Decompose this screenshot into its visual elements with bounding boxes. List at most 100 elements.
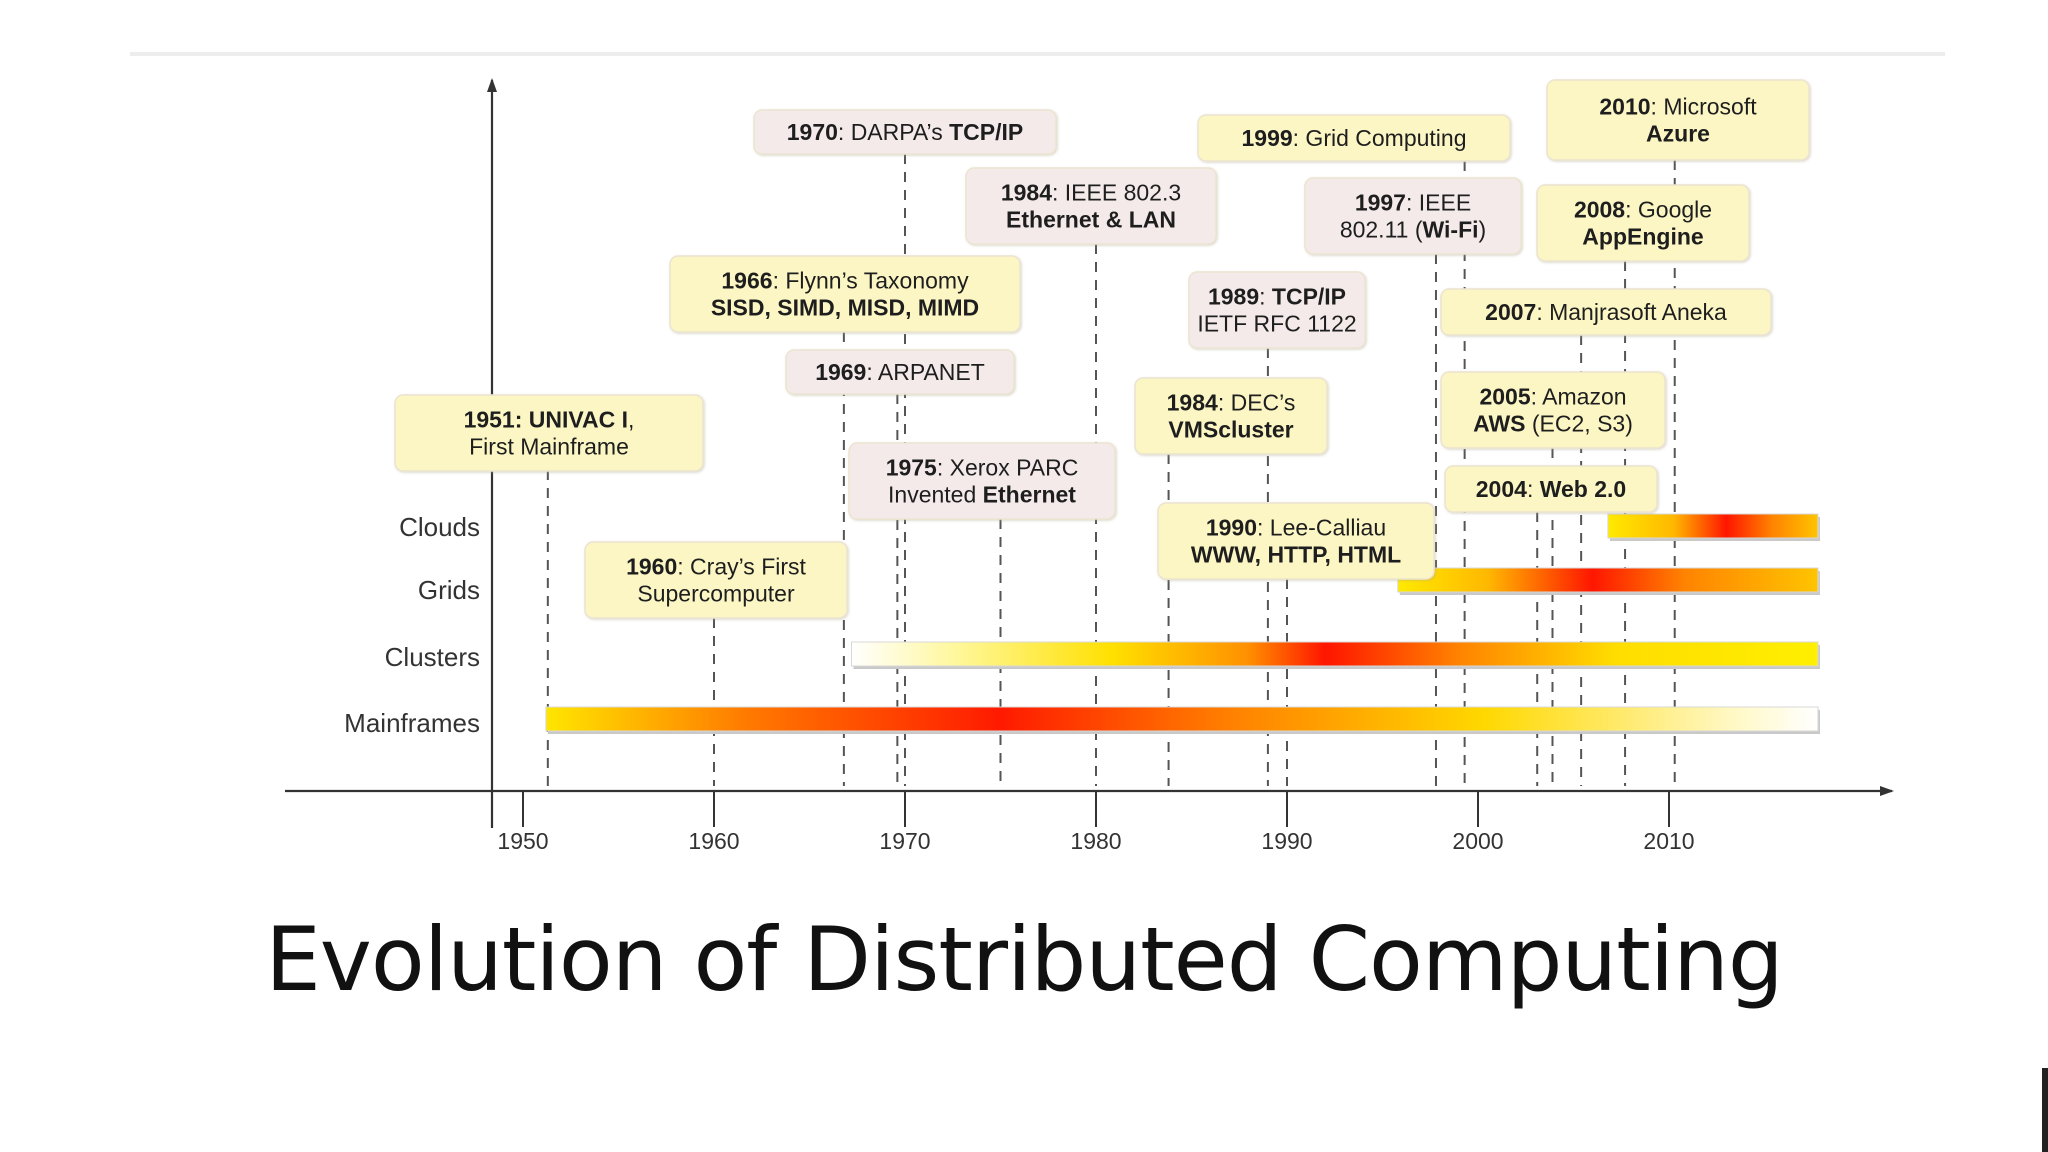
tick-label: 1990 [1261, 828, 1312, 854]
event-text-segment: Ethernet [983, 482, 1077, 508]
slide-title: Evolution of Distributed Computing [265, 908, 1784, 1011]
event-text-segment: : Google [1625, 197, 1712, 223]
event-text-segment: 1984 [1001, 180, 1052, 206]
event-text: 1970: DARPA’s TCP/IP [787, 119, 1024, 145]
tick-label: 1970 [879, 828, 930, 854]
event-text-segment: IETF RFC 1122 [1197, 311, 1356, 337]
event-box: 1999: Grid Computing [1197, 114, 1511, 162]
event-box-bg [584, 541, 848, 619]
event-text: First Mainframe [469, 434, 629, 460]
row-bar-mainframes [545, 706, 1819, 732]
event-text-segment: : IEEE 802.3 [1052, 180, 1181, 206]
event-text-segment: AWS [1473, 411, 1525, 437]
event-text: 802.11 (Wi-Fi) [1340, 217, 1486, 243]
row-label: Grids [418, 575, 480, 605]
row-bar-clusters [851, 641, 1819, 667]
event-text-segment: : [1259, 284, 1272, 310]
event-text-segment: 1951: [464, 407, 529, 433]
event-text-segment: ) [1479, 217, 1487, 243]
event-text: 1969: ARPANET [815, 359, 985, 385]
event-box-bg [1444, 465, 1658, 513]
event-text-segment: UNIVAC I [529, 407, 628, 433]
tick-label: 2000 [1452, 828, 1503, 854]
event-text: 1984: DEC’s [1167, 390, 1296, 416]
event-text-segment: TCP/IP [949, 119, 1023, 145]
timeline-diagram: 1950 1960 1970 1980 1990 2000 2010 Clouds Grids… [285, 78, 1894, 854]
event-text-segment: SISD, SIMD, MISD, MIMD [711, 295, 979, 321]
event-text-segment: 1997 [1355, 190, 1406, 216]
event-box-bg [965, 167, 1217, 245]
event-text-segment: : Xerox PARC [937, 455, 1078, 481]
event-text-segment: : IEEE [1406, 190, 1471, 216]
tick-label: 2010 [1643, 828, 1694, 854]
event-box: 1969: ARPANET [785, 349, 1015, 395]
event-text: VMScluster [1168, 417, 1293, 443]
tick-label: 1950 [497, 828, 548, 854]
event-text-segment: VMScluster [1168, 417, 1293, 443]
event-text: 2007: Manjrasoft Aneka [1485, 299, 1727, 325]
event-box-bg [1134, 377, 1328, 455]
event-text-segment: 1984 [1167, 390, 1218, 416]
top-rule [130, 52, 1945, 56]
event-text-segment: Azure [1646, 121, 1710, 147]
event-text-segment: Web 2.0 [1540, 476, 1627, 502]
event-text-segment: Invented [888, 482, 983, 508]
tick-label: 1960 [688, 828, 739, 854]
event-text-segment: Ethernet & LAN [1006, 207, 1176, 233]
row-label: Clusters [385, 642, 480, 672]
event-text: 1999: Grid Computing [1241, 125, 1466, 151]
event-text: WWW, HTTP, HTML [1191, 542, 1401, 568]
event-box-bg [1546, 79, 1810, 161]
event-text: 2008: Google [1574, 197, 1712, 223]
event-box: 2007: Manjrasoft Aneka [1440, 288, 1772, 336]
event-text-segment: AppEngine [1582, 224, 1703, 250]
event-box-bg [1304, 177, 1522, 255]
row-label: Clouds [399, 512, 480, 542]
event-box-bg [669, 255, 1021, 333]
event-box-bg [785, 349, 1015, 395]
event-text-segment: Supercomputer [637, 581, 795, 607]
event-text-segment: : DEC’s [1218, 390, 1296, 416]
event-text: 1960: Cray’s First [626, 554, 806, 580]
event-text: 1990: Lee-Calliau [1206, 515, 1386, 541]
event-text-segment: : DARPA’s [838, 119, 949, 145]
event-text: 1984: IEEE 802.3 [1001, 180, 1181, 206]
event-text: Ethernet & LAN [1006, 207, 1176, 233]
event-text-segment: 1970 [787, 119, 838, 145]
event-text: 2005: Amazon [1479, 384, 1626, 410]
row-bar-clouds [1607, 513, 1819, 539]
event-text: 1966: Flynn’s Taxonomy [721, 268, 969, 294]
event-text-segment: : Lee-Calliau [1257, 515, 1386, 541]
event-text: 1989: TCP/IP [1208, 284, 1346, 310]
event-text: AppEngine [1582, 224, 1703, 250]
event-text-segment: 1989 [1208, 284, 1259, 310]
event-text-segment: : Microsoft [1651, 94, 1758, 120]
event-box-bg [1157, 502, 1435, 580]
event-text: 1997: IEEE [1355, 190, 1471, 216]
event-text-segment: : ARPANET [866, 359, 984, 385]
event-text-segment: : Manjrasoft Aneka [1536, 299, 1727, 325]
row-bar-grids [1397, 567, 1819, 593]
event-text-segment: 1966 [721, 268, 772, 294]
event-text-segment: , [628, 407, 634, 433]
edge-mark [2042, 1068, 2048, 1152]
event-box-bg [1188, 271, 1366, 349]
event-box-bg [753, 109, 1057, 155]
event-box-bg [1440, 288, 1772, 336]
event-text: 2004: Web 2.0 [1476, 476, 1626, 502]
event-text-segment: 1960 [626, 554, 677, 580]
event-box: 2004: Web 2.0 [1444, 465, 1658, 513]
event-box: 1951: UNIVAC I,First Mainframe [394, 394, 704, 472]
event-text-segment: 2008 [1574, 197, 1625, 223]
